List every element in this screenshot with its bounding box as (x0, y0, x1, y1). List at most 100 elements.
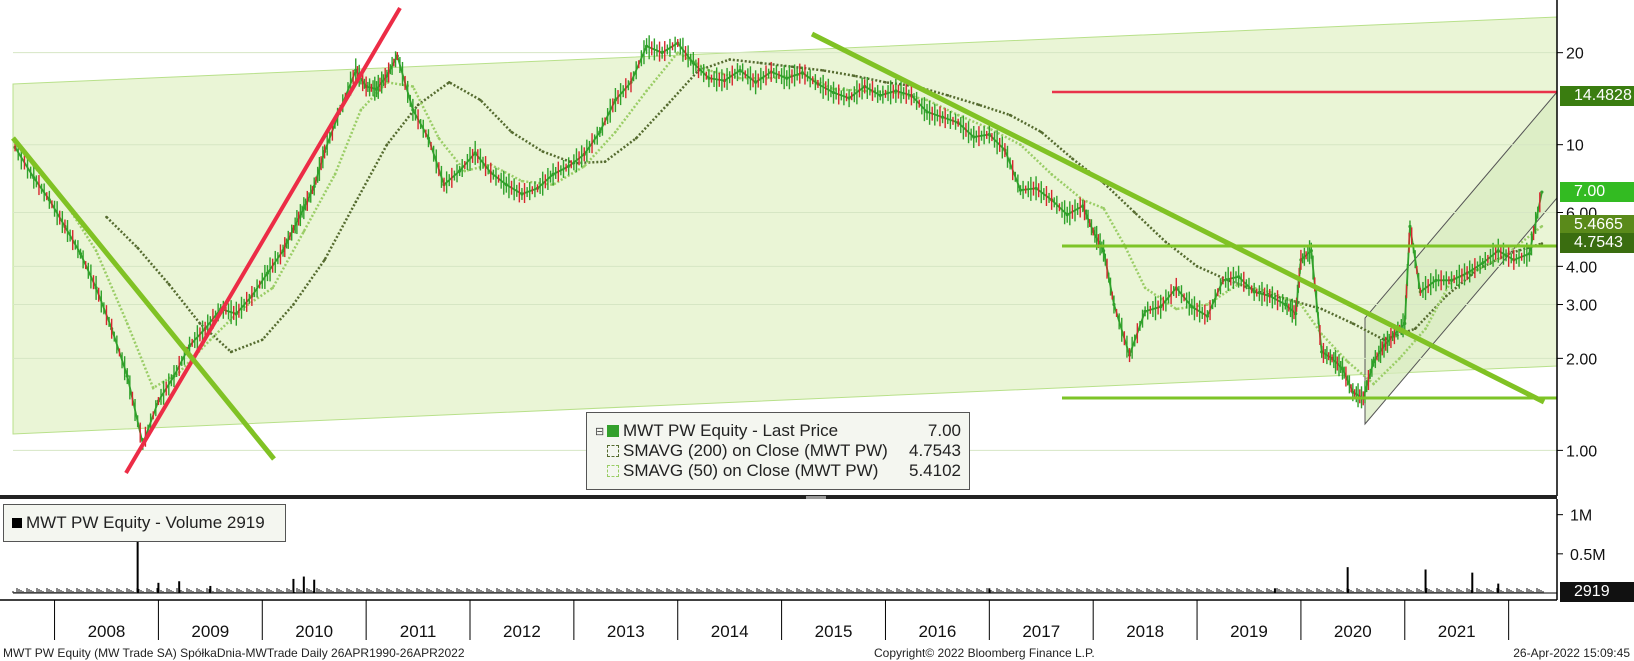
red-uptrend-line-2009 (124, 6, 402, 475)
sma50-point-22 (676, 51, 680, 54)
sma50-point-2 (94, 249, 98, 252)
legend-row-sma50[interactable]: SMAVG (50) on Close (MWT PW) 5.4102 (595, 461, 961, 481)
sma50-point-24 (738, 76, 742, 80)
sma50-point-19 (582, 164, 586, 168)
sma200-point-24 (853, 74, 856, 78)
sma50-point-33 (1019, 143, 1022, 146)
sma50-point-14 (437, 136, 441, 140)
x-tick-label-3: 2011 (400, 622, 437, 641)
sma200-point-40 (1351, 322, 1355, 325)
x-tick-label-6: 2014 (711, 622, 749, 641)
y-tick-label-1: 10 (1566, 138, 1584, 155)
sma50-point-38 (1143, 286, 1147, 290)
sma200-point-35 (1195, 265, 1199, 268)
sma200-point-13 (510, 130, 513, 134)
legend-row-last-price[interactable]: ⊟ MWT PW Equity - Last Price 7.00 (595, 421, 961, 441)
price-tag-14-4828: 14.4828 (1560, 85, 1634, 106)
sma50-point-17 (520, 179, 524, 183)
vol-tick-label-0: 1M (1570, 508, 1592, 525)
sma50-point-43 (1299, 303, 1303, 306)
sma50-point-46 (1372, 382, 1375, 386)
y-tick-label-3: 4.00 (1566, 259, 1597, 276)
volume-bars (13, 514, 1557, 594)
x-tick-label-13: 2021 (1438, 622, 1476, 641)
swatch-dotted-light-icon (607, 465, 619, 477)
volume-last-tag: 2919 (1560, 582, 1634, 602)
legend-label: MWT PW Equity - Last Price (623, 421, 839, 440)
sma50-point-11 (359, 108, 363, 112)
footer-security-info: MWT PW Equity (MW Trade SA) SpółkaDnia-M… (3, 646, 465, 660)
sma200-point-33 (1133, 211, 1137, 214)
sma200-point-43 (1445, 294, 1448, 298)
collapse-icon[interactable]: ⊟ (595, 425, 605, 438)
sma50-point-13 (411, 85, 415, 88)
volume-legend[interactable]: MWT PW Equity - Volume 2919 (3, 504, 286, 542)
sma50-point-39 (1174, 307, 1178, 311)
x-tick-label-4: 2012 (503, 622, 541, 641)
sma200-point-34 (1164, 240, 1168, 244)
y-tick-label-5: 2.00 (1566, 351, 1597, 368)
sma50-point-47 (1398, 357, 1401, 360)
sma50-point-52 (1540, 224, 1544, 228)
green-downtrend-line-2008 (11, 136, 276, 461)
x-tick-label-9: 2017 (1022, 622, 1060, 641)
last-price-series (13, 35, 1544, 450)
price-panel (11, 6, 1558, 475)
footer-copyright: Copyright© 2022 Bloomberg Finance L.P. (874, 646, 1095, 660)
swatch-solid-green-icon (607, 425, 619, 437)
sma50-point-9 (302, 230, 306, 233)
x-tick-label-0: 2008 (88, 622, 126, 641)
sma50-point-44 (1320, 332, 1323, 336)
sma50-point-34 (1050, 173, 1053, 176)
legend-value: 4.7543 (909, 441, 961, 460)
sma50-point-3 (125, 322, 129, 325)
price-tag-last: 7.00 (1560, 182, 1634, 203)
y-tick-label-4: 3.00 (1566, 298, 1597, 315)
x-tick-label-1: 2009 (191, 622, 229, 641)
volume-baseline-bars (12, 588, 1544, 593)
sma200-point-29 (1008, 113, 1012, 117)
price-legend[interactable]: ⊟ MWT PW Equity - Last Price 7.00 SMAVG … (586, 412, 970, 490)
green-downtrend-line-2015 (810, 31, 1546, 405)
y-tick-label-0: 20 (1566, 46, 1584, 63)
sma50-point-15 (463, 169, 467, 173)
separator-grip[interactable] (806, 496, 826, 499)
sma200-point-1 (136, 246, 139, 250)
legend-value: 7.00 (927, 421, 961, 440)
sma50-point-30 (925, 98, 929, 102)
long-term-channel (12, 16, 1558, 435)
volume-panel (12, 514, 1557, 594)
x-tick-label-5: 2013 (607, 622, 645, 641)
y-tick-label-6: 1.00 (1566, 443, 1597, 460)
sma200-point-5 (260, 338, 264, 342)
swatch-dotted-dark-icon (607, 445, 619, 457)
sma200-point-4 (229, 350, 233, 354)
sma200-point-10 (416, 103, 420, 107)
legend-row-sma200[interactable]: SMAVG (200) on Close (MWT PW) 4.7543 (595, 441, 961, 461)
x-tick-label-2: 2010 (295, 622, 333, 641)
volume-legend-label: MWT PW Equity - Volume 2919 (26, 513, 265, 532)
x-tick-label-11: 2019 (1230, 622, 1268, 641)
sma200-point-31 (1071, 157, 1074, 160)
x-tick-label-7: 2015 (815, 622, 853, 641)
sma200-point-18 (666, 103, 669, 107)
price-point-107 (1540, 190, 1544, 194)
sma200-point-46 (1540, 242, 1544, 245)
sma50-point-20 (614, 130, 617, 134)
sma200-point-22 (790, 65, 794, 68)
sma200-point-28 (977, 103, 981, 107)
sma200-point-0 (105, 215, 108, 219)
sma50-point-36 (1102, 206, 1105, 210)
sma50-point-31 (956, 113, 960, 117)
sma200-point-7 (323, 258, 326, 262)
sma200-point-8 (354, 200, 358, 204)
sma200-point-11 (447, 80, 451, 84)
sma50-point-45 (1346, 360, 1349, 364)
sma50-point-40 (1206, 303, 1209, 306)
time-axis: 2008 2009 2010 2011 2012 2013 2014 2015 2016 2017… (54, 600, 1510, 641)
volume-axis: 1M 0.5M (1557, 508, 1606, 564)
sma200-point-25 (884, 80, 887, 84)
sma200-point-14 (541, 150, 545, 153)
panel-separator (0, 495, 1557, 499)
